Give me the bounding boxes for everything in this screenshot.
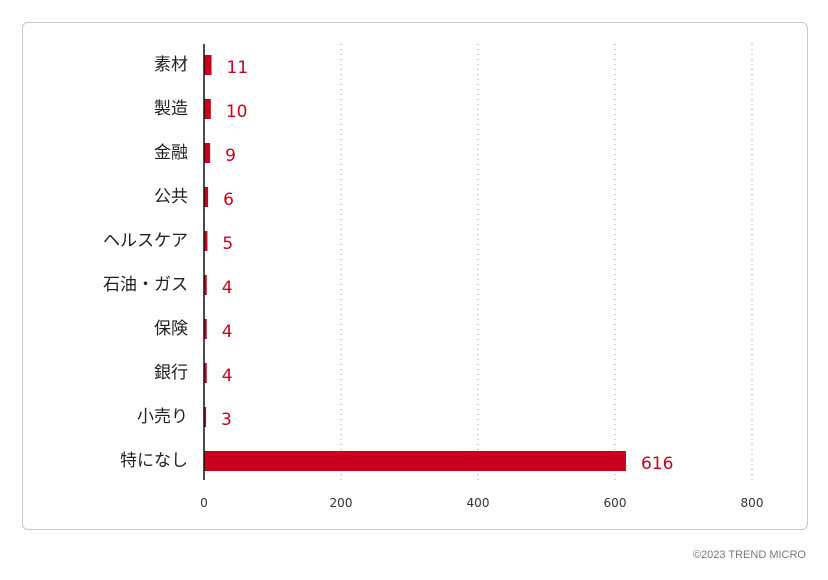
value-label-7: 4 [222, 366, 233, 386]
category-label-6: 保険 [154, 319, 188, 339]
value-label-3: 6 [223, 190, 234, 210]
category-label-0: 素材 [154, 55, 188, 75]
value-label-6: 4 [222, 322, 233, 342]
bar-6 [204, 319, 207, 339]
copyright-footer: ©2023 TREND MICRO [692, 549, 806, 561]
bar-5 [204, 275, 207, 295]
category-label-7: 銀行 [154, 363, 188, 383]
x-tick-label-400: 400 [467, 496, 490, 510]
value-label-2: 9 [225, 146, 236, 166]
bar-3 [204, 187, 209, 207]
bar-4 [204, 231, 208, 251]
value-label-5: 4 [222, 278, 233, 298]
category-label-8: 小売り [137, 407, 188, 427]
bar-2 [204, 143, 211, 163]
bar-8 [204, 407, 207, 427]
bar-9 [204, 451, 626, 471]
bar-0 [204, 55, 212, 75]
value-label-1: 10 [226, 102, 248, 122]
x-tick-label-600: 600 [604, 496, 627, 510]
bar-7 [204, 363, 207, 383]
value-label-0: 11 [227, 58, 249, 78]
category-label-1: 製造 [154, 99, 188, 119]
category-label-9: 特になし [120, 451, 188, 471]
category-label-2: 金融 [154, 143, 188, 163]
x-tick-label-200: 200 [330, 496, 353, 510]
value-label-9: 616 [641, 454, 673, 474]
value-label-4: 5 [222, 234, 233, 254]
bar-1 [204, 99, 211, 119]
x-tick-label-0: 0 [200, 496, 208, 510]
category-label-4: ヘルスケア [103, 231, 188, 251]
value-label-8: 3 [221, 410, 232, 430]
category-label-3: 公共 [154, 187, 188, 207]
x-tick-label-800: 800 [741, 496, 764, 510]
chart-card [22, 22, 808, 530]
category-label-5: 石油・ガス [103, 275, 188, 295]
